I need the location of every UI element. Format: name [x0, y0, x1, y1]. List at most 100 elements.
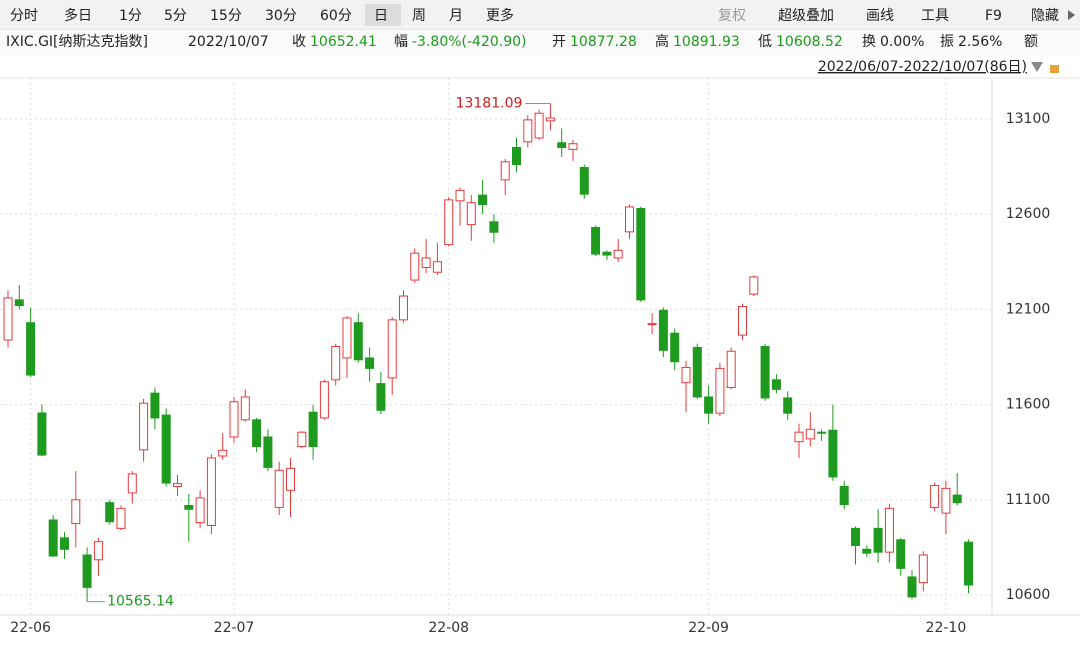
candle-body	[952, 494, 962, 504]
candle-body	[286, 467, 295, 491]
candle-body	[579, 167, 589, 195]
y-tick-label: 11100	[1006, 492, 1051, 508]
candle-body	[195, 497, 205, 524]
x-tick-label: 22-10	[926, 620, 967, 636]
period-tab[interactable]: 月	[449, 8, 463, 24]
candle-body	[907, 576, 917, 598]
candle-body	[466, 202, 476, 226]
lock-icon[interactable]	[1050, 65, 1059, 73]
quote-field: -3.80%(-420.90)	[412, 34, 527, 50]
candle-body	[884, 507, 894, 553]
period-tab[interactable]: 更多	[486, 7, 514, 24]
candle-body	[387, 319, 397, 379]
period-tab[interactable]: 30分	[265, 8, 297, 24]
candle-body	[342, 317, 352, 359]
candle-body	[376, 383, 386, 411]
y-tick-label: 12600	[1006, 206, 1051, 222]
period-tab[interactable]: 分时	[10, 8, 38, 24]
period-tab[interactable]: 周	[412, 8, 426, 24]
candle-body	[319, 381, 329, 419]
candle-body	[455, 189, 465, 202]
candle-body	[512, 147, 521, 166]
candle-body	[308, 411, 318, 447]
min-label: 10565.14	[107, 594, 174, 610]
quote-field: IXIC.GI[纳斯达克指数]	[6, 34, 148, 50]
quote-field: 10652.41	[310, 34, 377, 50]
period-tab[interactable]: 日	[374, 8, 388, 24]
candle-body	[941, 487, 951, 514]
candle-body	[14, 299, 24, 307]
candle-body	[704, 396, 714, 414]
candle-body	[658, 309, 668, 351]
period-selected	[365, 4, 401, 26]
candle-body	[274, 469, 284, 508]
tool-button[interactable]: 复权	[718, 7, 746, 24]
quote-field: 低	[758, 34, 772, 50]
quote-field: 换	[862, 33, 876, 50]
period-tab[interactable]: 多日	[64, 7, 92, 24]
tool-button[interactable]: 隐藏	[1031, 8, 1059, 24]
candle-body	[105, 502, 115, 523]
candle-body	[930, 485, 940, 508]
quote-field: 0.00%	[880, 34, 924, 50]
candle-body	[534, 112, 544, 139]
period-tab[interactable]: 5分	[164, 8, 187, 24]
candle-body	[150, 392, 160, 419]
quote-field: 开	[552, 34, 566, 50]
x-tick-label: 22-06	[10, 620, 51, 636]
period-tab[interactable]: 60分	[320, 8, 352, 24]
candle-body	[478, 194, 488, 206]
candle-body	[839, 485, 849, 506]
candle-body	[636, 207, 646, 301]
candle-body	[240, 396, 250, 421]
candle-body	[726, 350, 736, 388]
tool-button[interactable]: 画线	[866, 8, 894, 24]
candle-body	[557, 142, 567, 149]
x-tick-label: 22-09	[688, 620, 729, 636]
candle-body	[738, 306, 747, 336]
candle-body	[670, 332, 680, 363]
candle-body	[432, 261, 442, 273]
candle-body	[444, 199, 454, 246]
candle-body	[489, 221, 499, 233]
tool-button[interactable]: 工具	[921, 8, 949, 24]
candle-body	[794, 431, 804, 443]
candle-body	[568, 143, 578, 150]
period-tab[interactable]: 1分	[119, 8, 142, 24]
candle-body	[591, 226, 601, 255]
candle-body	[26, 322, 36, 376]
dropdown-icon[interactable]	[1031, 62, 1043, 72]
candle-body	[896, 539, 906, 569]
tool-button[interactable]: F9	[985, 8, 1002, 24]
candle-body	[173, 483, 182, 487]
quote-field: 10608.52	[776, 34, 843, 50]
tool-button[interactable]: 超级叠加	[778, 8, 834, 24]
candle-body	[817, 431, 827, 434]
candle-body	[851, 527, 860, 546]
candle-body	[365, 357, 375, 369]
candle-body	[545, 117, 555, 122]
candle-body	[602, 251, 612, 256]
quote-field: 收	[292, 34, 306, 50]
date-range[interactable]: 2022/06/07-2022/10/07(86日)	[818, 59, 1027, 75]
candle-body	[410, 252, 420, 281]
candle-body	[127, 473, 137, 494]
quote-field: 幅	[394, 34, 408, 50]
x-tick-label: 22-07	[214, 620, 255, 636]
candle-body	[805, 428, 815, 440]
candle-body	[252, 419, 262, 447]
candle-body	[116, 507, 126, 529]
candle-body	[625, 206, 634, 233]
max-label: 13181.09	[456, 95, 523, 111]
expand-icon[interactable]	[1068, 10, 1075, 20]
candle-body	[297, 431, 307, 447]
y-tick-label: 10600	[1006, 587, 1051, 603]
y-tick-label: 11600	[1006, 397, 1051, 413]
quote-field: 额	[1024, 34, 1038, 50]
candle-body	[715, 367, 725, 414]
candle-body	[862, 548, 872, 554]
candle-body	[3, 297, 13, 341]
candle-body	[331, 346, 341, 381]
period-tab[interactable]: 15分	[210, 8, 242, 24]
